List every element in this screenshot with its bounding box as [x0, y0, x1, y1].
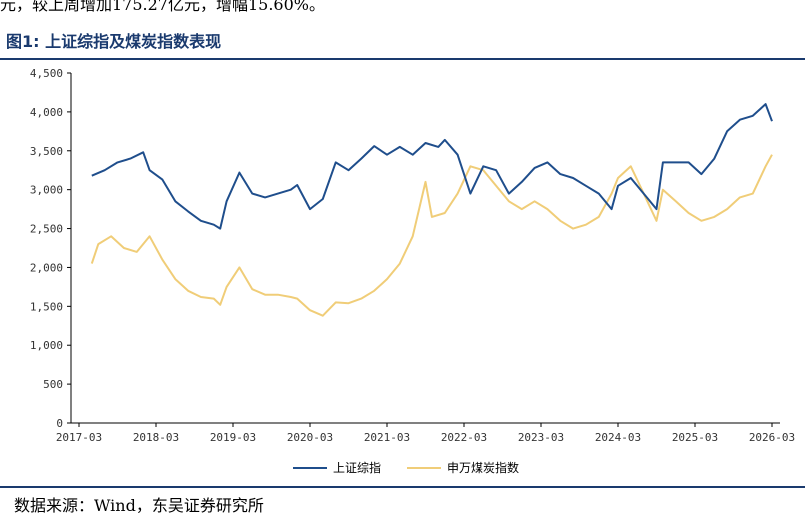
x-tick-label: 2019-03: [210, 431, 256, 444]
series-line: [90, 154, 773, 317]
footer-divider: [0, 486, 805, 488]
lead-paragraph-text: 元，较上周增加175.27亿元，增幅15.60%。: [0, 0, 325, 14]
line-chart: 0 500 1,000 1,500 2,000 2,500 3,000 3,500 4,000 4…: [30, 67, 795, 475]
x-tick-label: 2021-03: [364, 431, 410, 444]
title-divider: [0, 58, 805, 60]
data-source-note: 数据来源：Wind，东吴证券研究所: [14, 496, 264, 515]
y-tick-label: 1,000: [30, 339, 63, 352]
figure-title: 图1: 上证综指及煤炭指数表现: [6, 32, 222, 51]
x-tick-label: 2023-03: [518, 431, 564, 444]
series-line: [91, 103, 773, 230]
legend-label: 申万煤炭指数: [447, 460, 519, 475]
x-tick-label: 2026-03: [749, 431, 795, 444]
x-tick-label: 2017-03: [56, 431, 102, 444]
y-tick-label: 3,500: [30, 145, 63, 158]
x-tick-label: 2025-03: [672, 431, 718, 444]
x-tick-label: 2024-03: [595, 431, 641, 444]
x-tick-label: 2020-03: [287, 431, 333, 444]
y-tick-label: 0: [56, 417, 63, 430]
y-tick-label: 2,000: [30, 261, 63, 274]
y-tick-label: 4,500: [30, 67, 63, 80]
y-tick-label: 3,000: [30, 184, 63, 197]
y-tick-label: 4,000: [30, 106, 63, 119]
chart-series-lines: [90, 103, 773, 317]
x-tick-label: 2018-03: [133, 431, 179, 444]
chart-legend: 上证综指 申万煤炭指数: [293, 460, 519, 475]
x-tick-label: 2022-03: [441, 431, 487, 444]
chart-axes: 0 500 1,000 1,500 2,000 2,500 3,000 3,500 4,000 4…: [30, 67, 795, 444]
y-tick-label: 1,500: [30, 300, 63, 313]
y-tick-label: 500: [43, 378, 63, 391]
y-tick-label: 2,500: [30, 223, 63, 236]
legend-label: 上证综指: [333, 460, 381, 475]
